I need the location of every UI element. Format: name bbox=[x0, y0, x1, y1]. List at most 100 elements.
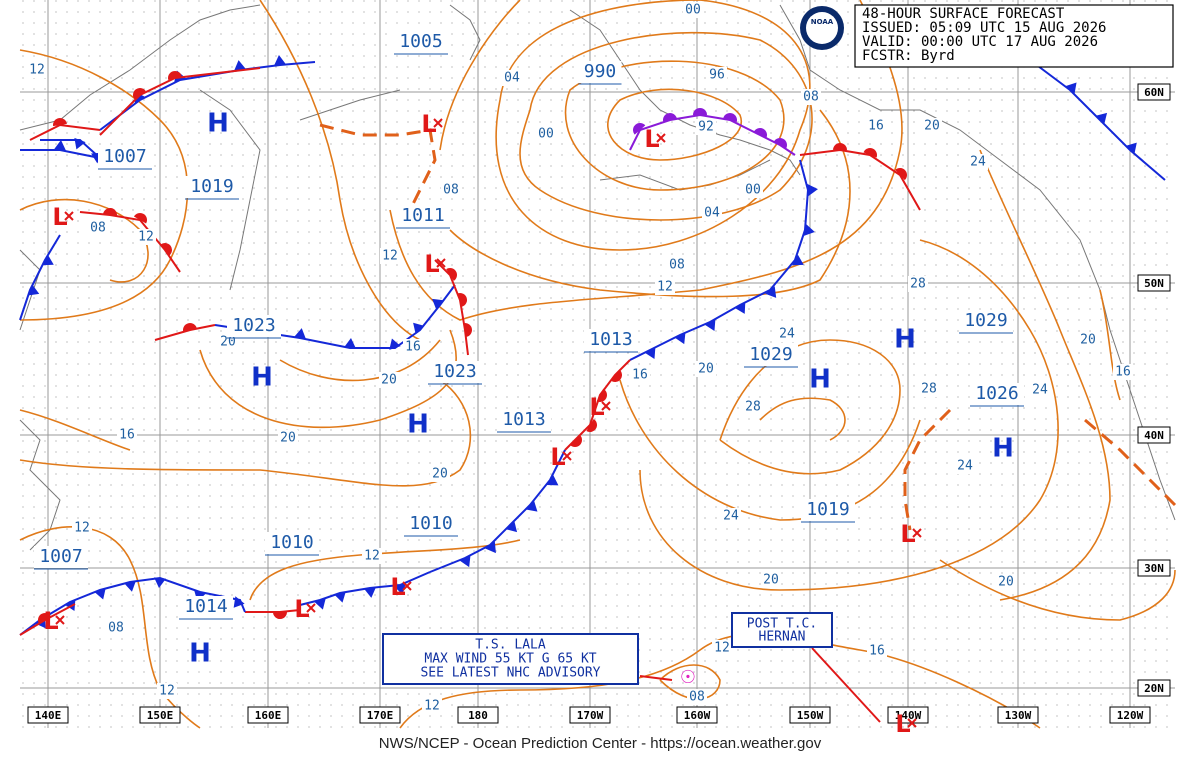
lon-label-box bbox=[1109, 706, 1151, 724]
isobar-label: 12 bbox=[382, 249, 398, 264]
pressure-label: 1005 bbox=[399, 31, 442, 52]
lon-label-box bbox=[569, 706, 611, 724]
isobar-label-bg bbox=[27, 62, 47, 78]
low-cross bbox=[433, 118, 443, 128]
isobar-label: 12 bbox=[138, 230, 154, 245]
isobar-label: 20 bbox=[698, 362, 714, 377]
lat-label: 60N bbox=[1144, 86, 1164, 99]
isobar-label: 28 bbox=[921, 382, 937, 397]
lon-label-box bbox=[789, 706, 831, 724]
high-center: H bbox=[251, 363, 273, 393]
storm-symbol: ☉ bbox=[680, 667, 696, 688]
lon-label: 180 bbox=[468, 709, 488, 722]
isobar-label-bg bbox=[743, 182, 763, 198]
isobar-label-bg bbox=[1113, 364, 1133, 380]
pressure-label: 1010 bbox=[409, 513, 452, 534]
isobar-label-bg bbox=[866, 118, 886, 134]
pressure-label: 1019 bbox=[190, 176, 233, 197]
isobar-label: 12 bbox=[29, 63, 45, 78]
low-cross bbox=[912, 528, 922, 538]
low-cross bbox=[656, 133, 666, 143]
low-center: L bbox=[895, 710, 910, 738]
isobar-label: 16 bbox=[632, 368, 648, 383]
low-cross bbox=[306, 603, 316, 613]
storm-box bbox=[382, 633, 639, 685]
lat-label-box bbox=[1137, 83, 1171, 101]
isobar-label-bg bbox=[687, 689, 707, 705]
isobar-label: 08 bbox=[669, 258, 685, 273]
low-cross bbox=[402, 581, 412, 591]
isobar-label: 00 bbox=[745, 183, 761, 198]
pressure-label-bg bbox=[801, 499, 855, 521]
lon-label-box bbox=[247, 706, 289, 724]
lat-label: 30N bbox=[1144, 562, 1164, 575]
low-center: L bbox=[390, 573, 405, 601]
lat-label-box bbox=[1137, 679, 1171, 697]
isobar-label: 08 bbox=[803, 90, 819, 105]
pressure-label-bg bbox=[578, 61, 622, 83]
isobar-label: 20 bbox=[1080, 333, 1096, 348]
isobar-label: 16 bbox=[119, 428, 135, 443]
isobar-label: 08 bbox=[90, 221, 106, 236]
isobar-label-bg bbox=[908, 276, 928, 292]
footer: NWS/NCEP - Ocean Prediction Center - htt… bbox=[379, 735, 822, 752]
low-center: L bbox=[43, 607, 58, 635]
pressure-label-bg bbox=[428, 361, 482, 383]
isobar-label: 20 bbox=[381, 373, 397, 388]
low-cross bbox=[562, 451, 572, 461]
isobar-label-bg bbox=[667, 257, 687, 273]
isobar-label-bg bbox=[996, 574, 1016, 590]
high-center: H bbox=[189, 639, 211, 669]
high-center: H bbox=[894, 325, 916, 355]
isobar-label-bg bbox=[380, 248, 400, 264]
isobar-label-bg bbox=[403, 339, 423, 355]
isobar-label-bg bbox=[72, 520, 92, 536]
isobar-label-bg bbox=[157, 683, 177, 699]
lon-label-box bbox=[139, 706, 181, 724]
isobar-label-bg bbox=[1030, 382, 1050, 398]
pressure-label-bg bbox=[227, 315, 281, 337]
header-line: ISSUED: 05:09 UTC 15 AUG 2026 bbox=[862, 20, 1106, 36]
pressure-label: 1029 bbox=[749, 344, 792, 365]
isobar-label-bg bbox=[922, 118, 942, 134]
isobar-label: 00 bbox=[685, 3, 701, 18]
isobar-label: 16 bbox=[869, 644, 885, 659]
storm-line: SEE LATEST NHC ADVISORY bbox=[420, 666, 600, 681]
low-center: L bbox=[550, 443, 565, 471]
pressure-label: 1019 bbox=[806, 499, 849, 520]
lon-label-box bbox=[887, 706, 929, 724]
lat-label: 50N bbox=[1144, 277, 1164, 290]
pressure-label-bg bbox=[34, 546, 88, 568]
isobar-label-bg bbox=[630, 367, 650, 383]
high-center: H bbox=[407, 410, 429, 440]
isobar-label: 96 bbox=[709, 68, 725, 83]
isobar-label-bg bbox=[379, 372, 399, 388]
isobar-label: 28 bbox=[745, 400, 761, 415]
isobar-label-bg bbox=[362, 548, 382, 564]
isobar-label-bg bbox=[955, 458, 975, 474]
isobar-label: 24 bbox=[723, 509, 739, 524]
lon-label-box bbox=[997, 706, 1039, 724]
isobar-label: 12 bbox=[424, 699, 440, 714]
lon-label-box bbox=[676, 706, 718, 724]
header-line: 48-HOUR SURFACE FORECAST bbox=[862, 6, 1065, 22]
isobar-label: 12 bbox=[657, 280, 673, 295]
pressure-label: 1023 bbox=[232, 315, 275, 336]
lon-label: 150W bbox=[797, 709, 824, 722]
low-center: L bbox=[424, 250, 439, 278]
isobar-label-bg bbox=[136, 229, 156, 245]
lat-label: 20N bbox=[1144, 682, 1164, 695]
lon-label: 140E bbox=[35, 709, 62, 722]
pressure-label: 1013 bbox=[589, 329, 632, 350]
high-center: H bbox=[809, 365, 831, 395]
isobar-label: 24 bbox=[779, 327, 795, 342]
logo-text: NOAA bbox=[811, 18, 834, 26]
pressure-label-bg bbox=[179, 596, 233, 618]
storm-line: T.S. LALA bbox=[475, 638, 546, 653]
isobar-label-bg bbox=[1078, 332, 1098, 348]
isobar-label-bg bbox=[422, 698, 442, 714]
pressure-label-bg bbox=[744, 344, 798, 366]
lon-label: 170E bbox=[367, 709, 394, 722]
isobar-label: 04 bbox=[704, 206, 720, 221]
